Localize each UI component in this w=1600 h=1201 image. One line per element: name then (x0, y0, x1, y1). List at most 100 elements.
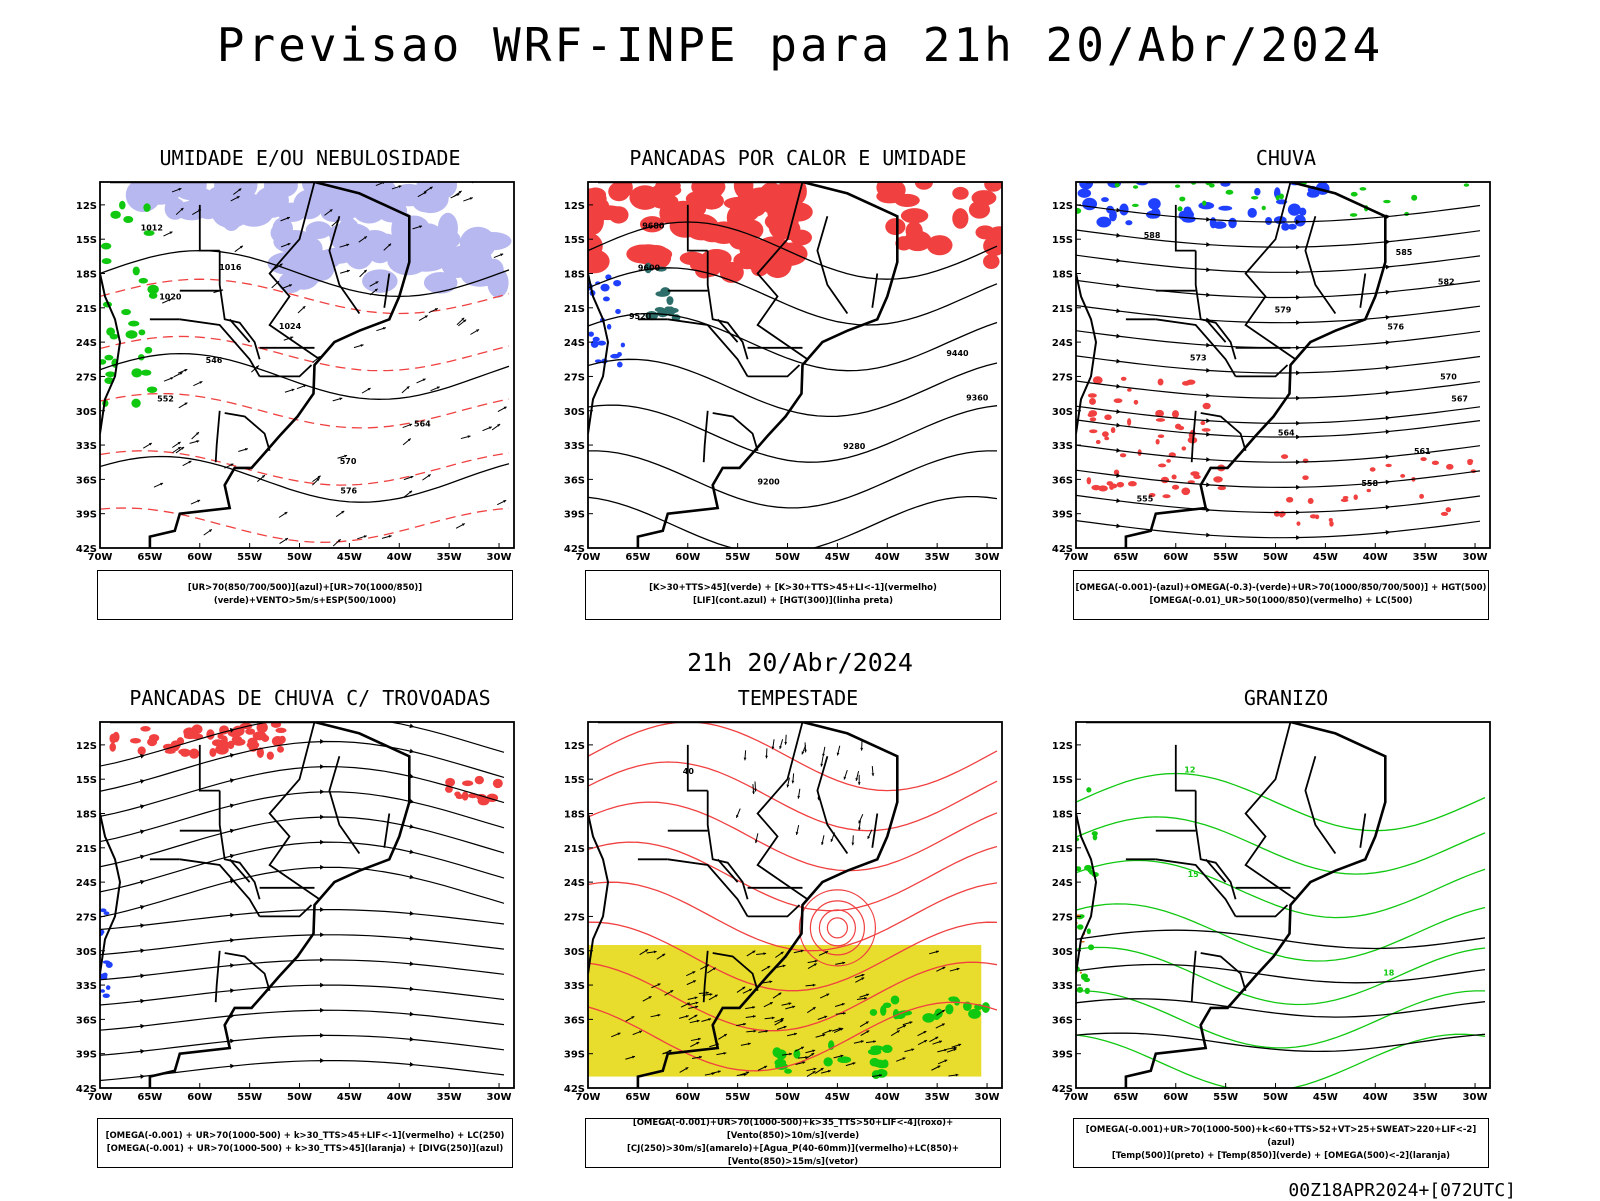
lat-tick-label: 42S (76, 1084, 97, 1095)
lon-tick-label: 50W (1263, 552, 1288, 563)
lat-tick-label: 30S (1052, 947, 1073, 958)
lat-tick-label: 27S (564, 912, 585, 923)
contour-label: 576 (1387, 323, 1404, 332)
lat-tick-label: 15S (76, 235, 97, 246)
lat-tick-label: 30S (564, 947, 585, 958)
lat-tick-label: 21S (1052, 844, 1073, 855)
legend-line: [K>30+TTS>45](verde) + [K>30+TTS>45+LI<-… (586, 582, 1000, 595)
lat-tick-label: 30S (76, 407, 97, 418)
lat-tick-label: 27S (1052, 912, 1073, 923)
lat-tick-label: 39S (1052, 1050, 1073, 1061)
lon-tick-label: 65W (137, 552, 162, 563)
contour-label: 546 (206, 356, 223, 365)
lat-tick-label: 18S (76, 810, 97, 821)
lon-tick-label: 45W (337, 1092, 362, 1103)
lon-tick-label: 30W (1463, 1092, 1488, 1103)
lon-tick-label: 30W (487, 552, 512, 563)
contour-label: 570 (1440, 372, 1457, 381)
contour-label: 9440 (946, 349, 969, 358)
lat-tick-label: 24S (76, 878, 97, 889)
lon-tick-label: 55W (1213, 552, 1238, 563)
panel-title-granizo: GRANIZO (1066, 686, 1506, 710)
lon-tick-label: 65W (137, 1092, 162, 1103)
lat-tick-label: 24S (1052, 878, 1073, 889)
lat-tick-label: 42S (1052, 1084, 1073, 1095)
lat-tick-label: 36S (1052, 475, 1073, 486)
lat-tick-label: 12S (564, 741, 585, 752)
lon-tick-label: 50W (287, 552, 312, 563)
lon-tick-label: 60W (675, 552, 700, 563)
lat-tick-label: 36S (564, 475, 585, 486)
contour-label: 579 (1275, 306, 1292, 315)
contour-label: 561 (1414, 447, 1431, 456)
contour-label: 582 (1438, 277, 1455, 286)
lon-tick-label: 35W (925, 552, 950, 563)
legend-line: [CJ(250)>30m/s](amarelo)+[Agua_P(40-60mm… (586, 1143, 1000, 1169)
contour-label: 1024 (279, 322, 302, 331)
lon-tick-label: 65W (1113, 1092, 1138, 1103)
legend-line: [OMEGA(-0.001)-(azul)+OMEGA(-0.3)-(verde… (1074, 582, 1488, 595)
lon-tick-label: 45W (825, 1092, 850, 1103)
lat-tick-label: 12S (76, 741, 97, 752)
lat-tick-label: 33S (564, 441, 585, 452)
lat-tick-label: 12S (76, 201, 97, 212)
contour-label: 9360 (966, 394, 989, 403)
lat-tick-label: 18S (1052, 810, 1073, 821)
lat-tick-label: 24S (564, 338, 585, 349)
legend-trovoadas: [OMEGA(-0.001) + UR>70(1000-500) + k>30_… (97, 1118, 513, 1168)
contour-label: 570 (340, 457, 357, 466)
panel-title-chuva: CHUVA (1066, 146, 1506, 170)
lat-tick-label: 42S (76, 544, 97, 555)
contour-label: 564 (1278, 428, 1295, 437)
legend-line: [OMEGA(-0.001)+UR>70(1000-500)+k>35_TTS>… (586, 1117, 1000, 1143)
lon-tick-label: 30W (975, 552, 1000, 563)
lon-tick-label: 30W (1463, 552, 1488, 563)
contour-label: 588 (1144, 231, 1161, 240)
lon-tick-label: 30W (975, 1092, 1000, 1103)
lat-tick-label: 39S (564, 510, 585, 521)
lat-tick-label: 39S (564, 1050, 585, 1061)
lat-tick-label: 15S (564, 775, 585, 786)
lon-tick-label: 40W (875, 1092, 900, 1103)
lat-tick-label: 36S (76, 475, 97, 486)
lat-tick-label: 18S (564, 810, 585, 821)
legend-tempestade: [OMEGA(-0.001)+UR>70(1000-500)+k>35_TTS>… (585, 1118, 1001, 1168)
lat-tick-label: 30S (564, 407, 585, 418)
lon-tick-label: 65W (1113, 552, 1138, 563)
lon-tick-label: 40W (1363, 1092, 1388, 1103)
lon-tick-label: 65W (625, 1092, 650, 1103)
lat-tick-label: 18S (564, 270, 585, 281)
lon-tick-label: 55W (237, 1092, 262, 1103)
lat-tick-label: 42S (564, 1084, 585, 1095)
lat-tick-label: 42S (1052, 544, 1073, 555)
lat-tick-label: 33S (76, 441, 97, 452)
panel-title-trovoadas: PANCADAS DE CHUVA C/ TROVOADAS (90, 686, 530, 710)
lon-tick-label: 35W (437, 1092, 462, 1103)
lat-tick-label: 27S (564, 372, 585, 383)
lon-tick-label: 55W (725, 552, 750, 563)
lat-tick-label: 36S (1052, 1015, 1073, 1026)
legend-pancadas-calor: [K>30+TTS>45](verde) + [K>30+TTS>45+LI<-… (585, 570, 1001, 620)
legend-line: [LIF](cont.azul) + [HGT(300)](linha pret… (586, 595, 1000, 608)
lat-tick-label: 33S (76, 981, 97, 992)
lat-tick-label: 12S (1052, 201, 1073, 212)
lon-tick-label: 60W (1163, 1092, 1188, 1103)
lon-tick-label: 55W (1213, 1092, 1238, 1103)
legend-line: [OMEGA(-0.001) + UR>70(1000-500) + k>30_… (98, 1130, 512, 1143)
lon-tick-label: 45W (1313, 552, 1338, 563)
lon-tick-label: 55W (237, 552, 262, 563)
lat-tick-label: 24S (76, 338, 97, 349)
panel-title-tempestade: TEMPESTADE (578, 686, 1018, 710)
contour-label: 567 (1451, 395, 1468, 404)
lon-tick-label: 30W (487, 1092, 512, 1103)
lat-tick-label: 33S (564, 981, 585, 992)
legend-chuva: [OMEGA(-0.001)-(azul)+OMEGA(-0.3)-(verde… (1073, 570, 1489, 620)
panel-title-pancadas-calor: PANCADAS POR CALOR E UMIDADE (578, 146, 1018, 170)
